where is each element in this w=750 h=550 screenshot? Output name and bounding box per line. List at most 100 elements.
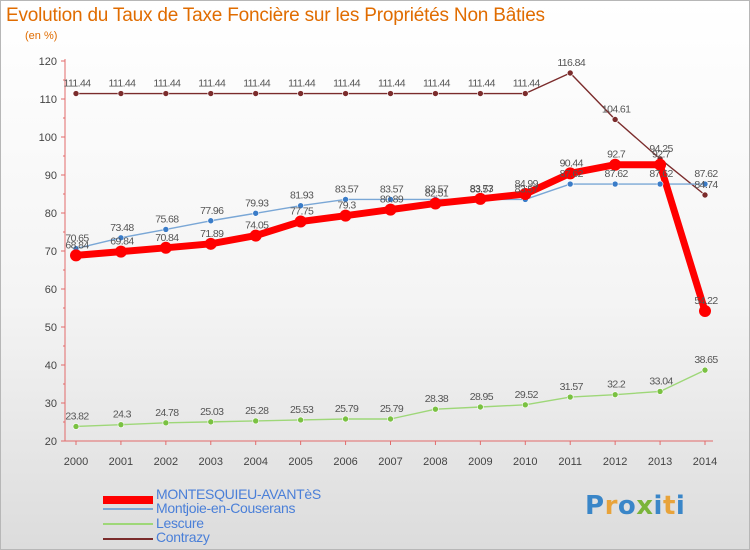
data-label: 25.03 <box>200 406 224 418</box>
legend-label-montesquieu: MONTESQUIEU-AVANTèS <box>156 486 321 502</box>
data-point <box>387 196 394 203</box>
data-label: 79.93 <box>245 197 269 209</box>
data-label: 83.57 <box>515 183 539 195</box>
y-tick-label: 80 <box>45 208 57 220</box>
data-label: 25.79 <box>380 403 404 415</box>
data-point <box>564 167 577 180</box>
y-tick-label: 30 <box>45 398 57 410</box>
y-tick-label: 60 <box>45 284 57 296</box>
data-point <box>432 90 439 97</box>
data-point <box>342 415 349 423</box>
data-point <box>611 391 619 398</box>
data-point <box>474 192 487 205</box>
data-label: 77.96 <box>200 205 224 217</box>
data-label: 111.44 <box>333 78 361 90</box>
data-label: 79.3 <box>338 200 357 212</box>
data-label: 111.44 <box>153 78 181 90</box>
x-tick-label: 2009 <box>468 456 492 468</box>
data-label: 25.28 <box>245 405 269 417</box>
y-tick-label: 50 <box>45 322 57 334</box>
data-label: 80.89 <box>380 194 404 206</box>
x-tick-label: 2003 <box>199 456 223 468</box>
data-label: 87.62 <box>605 168 629 180</box>
data-label: 83.57 <box>425 183 449 195</box>
data-label: 25.79 <box>335 403 359 415</box>
legend-swatch-lescure <box>103 523 153 525</box>
x-tick-label: 2001 <box>109 456 133 468</box>
legend-label-lescure: Lescure <box>156 515 204 531</box>
data-label: 28.38 <box>425 393 449 405</box>
data-label: 24.78 <box>155 407 179 419</box>
data-label: 84.99 <box>515 178 539 190</box>
data-point <box>387 415 394 423</box>
data-point <box>162 90 170 97</box>
data-label: 92.7 <box>652 149 671 161</box>
data-label: 83.57 <box>380 183 404 195</box>
data-point <box>342 196 349 203</box>
data-label: 33.04 <box>649 375 673 387</box>
data-label: 69.84 <box>110 236 134 248</box>
y-unit-label: (en %) <box>25 30 58 42</box>
data-label: 54.22 <box>694 295 718 307</box>
data-point <box>654 158 667 171</box>
data-point <box>611 116 619 123</box>
y-tick-label: 120 <box>39 56 57 68</box>
data-point <box>117 90 125 97</box>
proxiti-logo: Proxiti <box>585 491 685 521</box>
data-point <box>384 203 397 216</box>
data-label: 111.44 <box>468 78 496 90</box>
logo-letter: i <box>675 491 686 521</box>
data-label: 111.44 <box>243 78 271 90</box>
x-tick-label: 2008 <box>423 456 447 468</box>
data-point <box>387 90 394 97</box>
data-point <box>249 229 262 242</box>
data-label: 116.84 <box>557 57 585 69</box>
data-label: 83.57 <box>470 183 494 195</box>
data-label: 29.52 <box>515 389 539 401</box>
data-label: 31.57 <box>560 381 584 393</box>
data-label: 87.62 <box>560 168 584 180</box>
data-point <box>252 417 260 425</box>
data-label: 111.44 <box>198 78 226 90</box>
logo-letter: o <box>617 491 637 521</box>
data-point <box>207 217 215 225</box>
x-tick-label: 2012 <box>603 456 627 468</box>
x-tick-label: 2006 <box>333 456 357 468</box>
data-label: 92.7 <box>607 149 626 161</box>
data-point <box>204 237 217 250</box>
data-label: 70.65 <box>65 233 89 245</box>
data-label: 71.89 <box>200 228 224 240</box>
data-label: 87.62 <box>649 168 673 180</box>
data-point <box>339 209 352 222</box>
y-tick-label: 90 <box>45 170 57 182</box>
data-point <box>699 304 711 317</box>
x-tick-label: 2000 <box>64 456 88 468</box>
x-tick-label: 2004 <box>243 456 267 468</box>
data-point <box>566 393 574 401</box>
data-point <box>609 158 622 171</box>
x-tick-label: 2002 <box>154 456 178 468</box>
data-label: 82.51 <box>425 187 449 199</box>
data-label: 25.53 <box>290 404 314 416</box>
data-point <box>611 180 619 188</box>
data-label: 81.93 <box>290 190 314 202</box>
data-label: 70.84 <box>155 232 179 244</box>
y-tick-label: 70 <box>45 246 57 258</box>
data-label: 83.73 <box>470 183 494 195</box>
data-label: 75.68 <box>155 213 179 225</box>
data-point <box>252 90 260 97</box>
x-tick-label: 2010 <box>513 456 537 468</box>
data-label: 94.25 <box>649 143 673 155</box>
data-point <box>252 209 260 217</box>
data-point <box>207 418 215 426</box>
data-label: 111.44 <box>288 78 316 90</box>
data-point <box>70 249 82 262</box>
logo-letter: x <box>636 491 654 521</box>
logo-letter: t <box>662 491 676 521</box>
y-tick-label: 40 <box>45 360 57 372</box>
data-point <box>114 245 127 258</box>
legend-swatch-contrazy <box>103 538 153 540</box>
data-point <box>72 90 80 97</box>
